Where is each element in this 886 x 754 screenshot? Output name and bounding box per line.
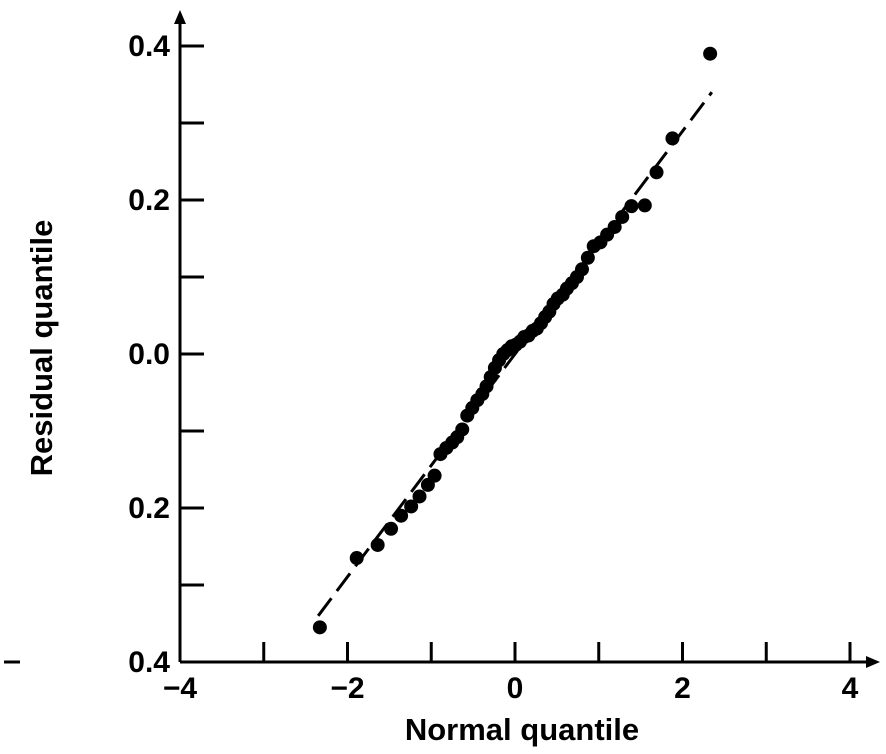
x-axis-arrowhead	[866, 656, 880, 668]
data-points	[312, 46, 718, 635]
x-tick-label: 2	[674, 672, 691, 705]
data-point	[427, 468, 442, 483]
x-tick-label: −4	[163, 672, 198, 705]
y-tick-label: 0.2	[128, 184, 170, 217]
y-axis-tick-labels: 0.4 0.2 0.0 0.2 0.4	[128, 30, 170, 679]
y-tick-label: 0.2	[128, 492, 170, 525]
data-point	[384, 521, 399, 536]
data-point	[394, 508, 409, 523]
y-axis-arrowhead	[174, 10, 186, 24]
data-point	[703, 46, 718, 61]
x-axis-ticks	[262, 642, 852, 662]
data-point	[370, 537, 385, 552]
data-point	[312, 620, 327, 635]
data-point	[575, 262, 589, 277]
data-point	[455, 422, 470, 437]
y-tick-label: 0.0	[128, 338, 170, 371]
x-tick-label: 4	[842, 672, 859, 705]
data-point	[665, 131, 680, 146]
data-point	[580, 250, 595, 265]
data-point	[607, 219, 622, 234]
data-point	[412, 489, 427, 504]
data-point	[624, 199, 639, 214]
data-point	[649, 165, 664, 180]
reference-line	[316, 91, 714, 617]
data-point	[637, 198, 652, 213]
x-tick-label: −2	[330, 672, 364, 705]
data-point	[615, 209, 630, 224]
data-point	[349, 551, 364, 566]
x-axis-label: Normal quantile	[405, 712, 639, 747]
x-axis-tick-labels: −4 −2 0 2 4	[163, 672, 859, 705]
x-tick-label: 0	[507, 672, 524, 705]
y-tick-label: 0.4	[128, 646, 170, 679]
data-point	[404, 499, 419, 514]
y-axis-label: Residual quantile	[24, 220, 59, 477]
y-axis-ticks	[180, 44, 204, 587]
y-tick-label: 0.4	[128, 30, 170, 63]
